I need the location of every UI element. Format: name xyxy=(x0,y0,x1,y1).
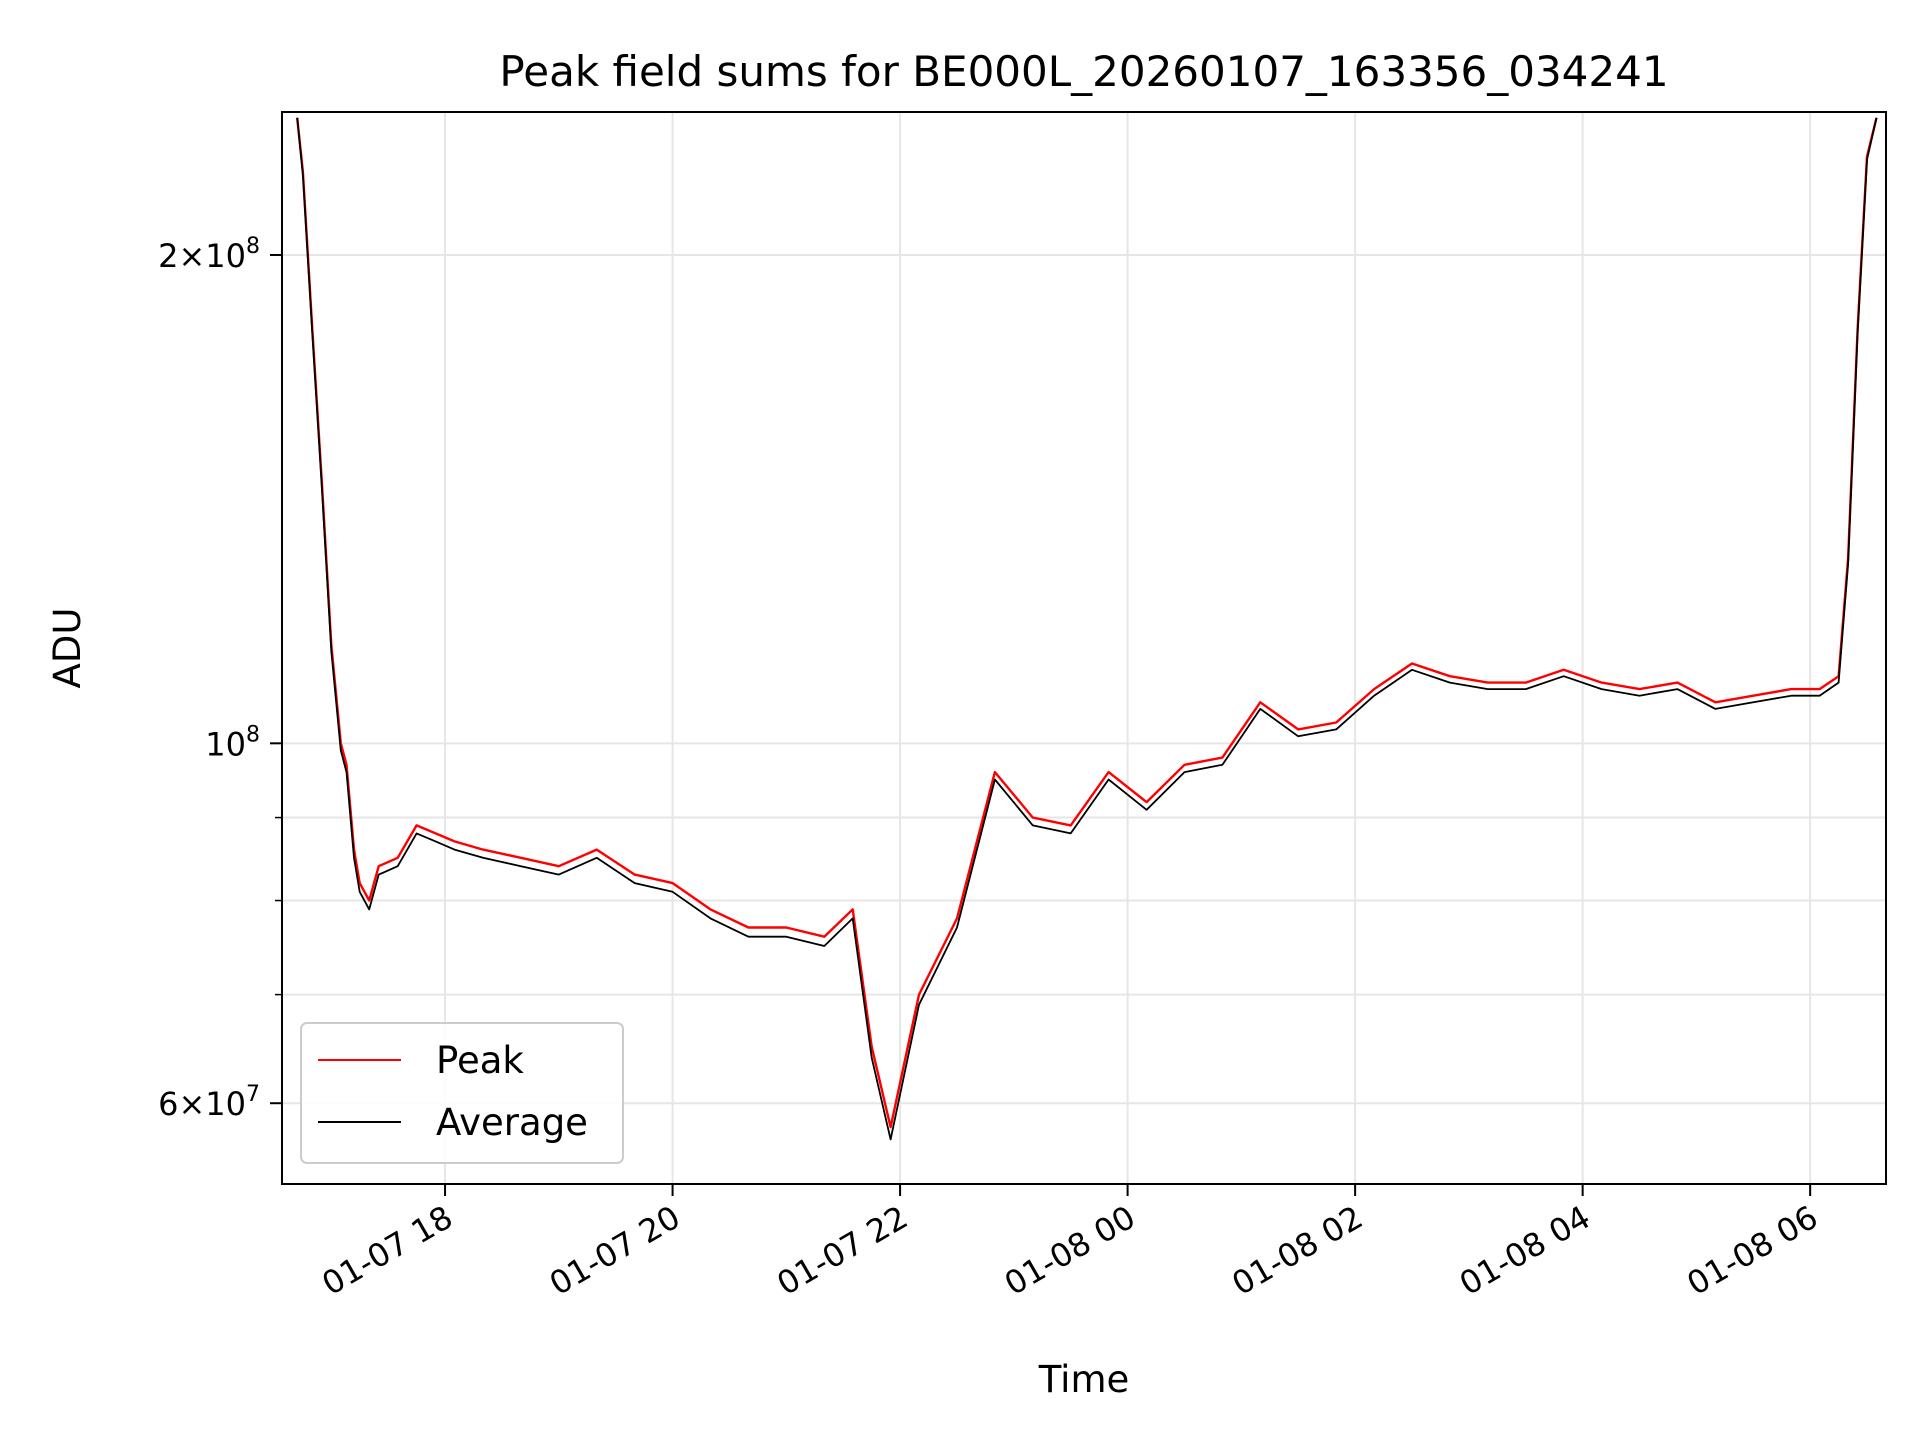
y-tick-exponent: 8 xyxy=(246,234,260,259)
y-tick-exponent: 8 xyxy=(246,722,260,747)
y-tick-mantissa: 6 xyxy=(158,1085,178,1123)
y-axis-ticks: 6×107 108 2×108 xyxy=(158,234,282,1123)
y-tick-label: 2×108 xyxy=(158,234,260,275)
plot-area-frame xyxy=(281,111,1887,1185)
chart-title: Peak field sums for BE000L_20260107_1633… xyxy=(499,47,1668,96)
series-lines xyxy=(296,117,1878,1141)
legend: Peak Average xyxy=(300,1022,624,1164)
y-axis-label: ADU xyxy=(46,608,89,689)
y-tick-exponent: 7 xyxy=(246,1082,260,1107)
y-tick-label: 108 xyxy=(205,722,260,763)
y-tick-label: 6×107 xyxy=(158,1082,260,1123)
series-line-average xyxy=(296,117,1878,1141)
y-tick-mantissa: 2 xyxy=(158,237,178,275)
legend-label-peak: Peak xyxy=(436,1039,524,1082)
legend-box xyxy=(300,1022,624,1164)
x-axis-label: Time xyxy=(1038,1358,1130,1401)
legend-label-average: Average xyxy=(436,1101,588,1144)
series-line-peak xyxy=(296,117,1878,1129)
